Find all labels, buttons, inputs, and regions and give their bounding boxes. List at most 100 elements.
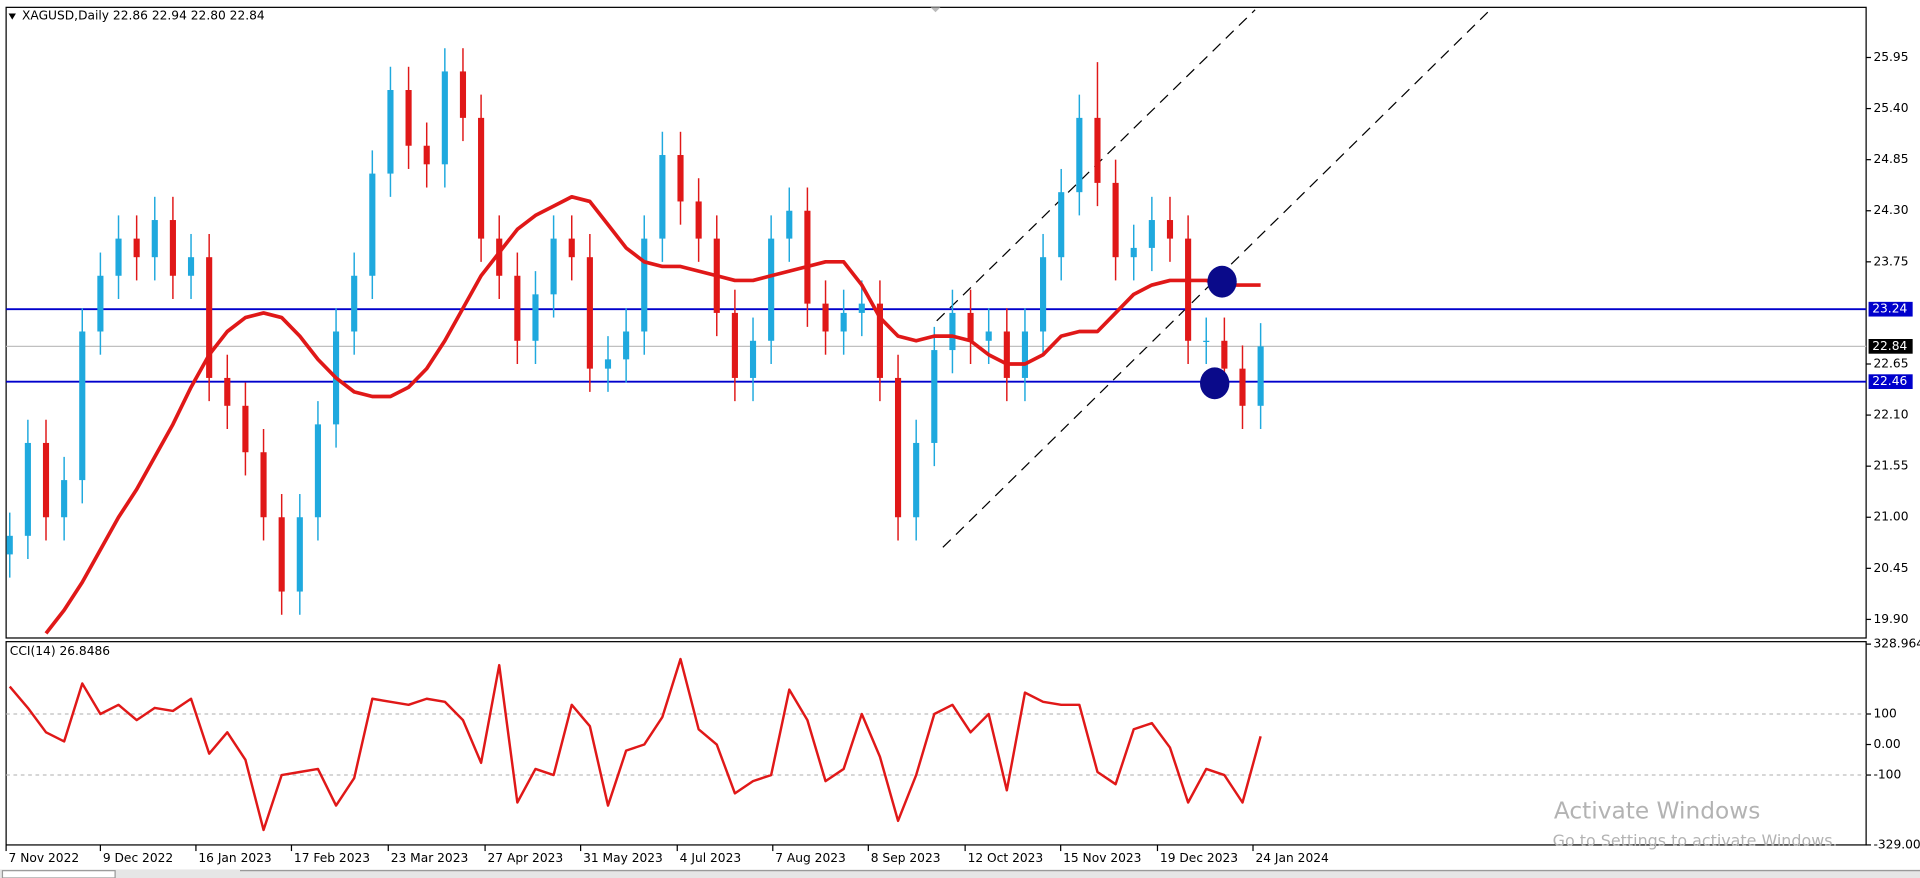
candle-body <box>550 238 557 295</box>
watermark-subtitle: Go to Settings to activate Windows. <box>1553 831 1838 850</box>
candle-body <box>1221 340 1228 369</box>
candle-body <box>296 517 303 592</box>
candle-body <box>496 238 503 276</box>
candle-body <box>24 442 31 536</box>
candle-body <box>1239 368 1246 406</box>
candle-body <box>351 275 358 332</box>
x-tick-label: 12 Oct 2023 <box>968 851 1044 865</box>
candle-body <box>79 331 86 481</box>
candle-body <box>278 517 285 592</box>
candle-body <box>441 71 448 165</box>
candle-body <box>97 275 104 332</box>
candle-body <box>1203 340 1210 343</box>
candle-body <box>786 210 793 239</box>
candle-body <box>967 312 974 341</box>
x-tick-label: 17 Feb 2023 <box>294 851 370 865</box>
candle-body <box>913 442 920 518</box>
x-tick-label: 31 May 2023 <box>583 851 663 865</box>
candle-body <box>260 452 267 518</box>
horizontal-line-label: 22.46 <box>1872 374 1907 388</box>
candle-body <box>532 294 539 341</box>
x-tick-label: 7 Aug 2023 <box>775 851 846 865</box>
y-tick-label: -329.00 <box>1873 837 1920 851</box>
candle-body <box>840 312 847 332</box>
candle-body <box>6 535 13 555</box>
candle-body <box>169 220 176 276</box>
price-title: XAGUSD,Daily 22.86 22.94 22.80 22.84 <box>22 8 265 22</box>
tab-bar <box>0 869 1920 878</box>
candle-body <box>478 117 485 239</box>
x-tick-label: 24 Jan 2024 <box>1255 851 1329 865</box>
y-tick-label: 19.90 <box>1873 612 1908 626</box>
candle-body <box>623 331 630 360</box>
candle-body <box>822 303 829 332</box>
candle-body <box>1040 257 1047 332</box>
x-tick-label: 7 Nov 2022 <box>9 851 80 865</box>
y-tick-label: 23.75 <box>1873 254 1908 268</box>
marker-circle <box>1207 265 1237 298</box>
candle-body <box>876 303 883 378</box>
candle-body <box>151 220 158 258</box>
candle-body <box>187 257 195 276</box>
candle-body <box>115 238 122 276</box>
shift-marker <box>930 7 941 13</box>
candle-body <box>985 331 992 341</box>
horizontal-line-box <box>1868 301 1913 317</box>
candle-body <box>1094 117 1101 183</box>
candle-body <box>314 424 321 518</box>
tab[interactable] <box>1 870 116 878</box>
candle-body <box>659 155 666 239</box>
candle-body <box>804 210 811 304</box>
candle-body <box>949 312 956 351</box>
candle-body <box>1148 220 1155 248</box>
candle-body <box>1130 247 1137 258</box>
candle-body <box>641 238 648 332</box>
candle-body <box>604 359 612 369</box>
y-tick-label: 22.10 <box>1873 408 1908 422</box>
candle-body <box>133 238 140 258</box>
candle-body <box>1185 238 1192 341</box>
x-tick-label: 4 Jul 2023 <box>680 851 741 865</box>
menu-arrow[interactable] <box>8 13 16 20</box>
candle-body <box>731 312 738 378</box>
candle-body <box>931 350 938 443</box>
y-tick-label: 25.40 <box>1873 101 1908 115</box>
y-tick-label: 0.00 <box>1873 737 1900 751</box>
y-tick-label: 21.00 <box>1873 510 1908 524</box>
marker-circle <box>1200 367 1230 400</box>
candle-body <box>1257 346 1264 406</box>
candle-body <box>387 90 394 174</box>
x-tick-label: 23 Mar 2023 <box>391 851 469 865</box>
candle-body <box>858 303 865 313</box>
y-tick-label: 22.65 <box>1873 356 1908 370</box>
x-tick-label: 16 Jan 2023 <box>198 851 271 865</box>
x-tick-label: 27 Apr 2023 <box>488 851 564 865</box>
y-tick-label: 21.55 <box>1873 459 1908 473</box>
last-price-label: 22.84 <box>1872 339 1907 353</box>
watermark-title: Activate Windows <box>1554 797 1760 824</box>
candle-body <box>405 90 412 146</box>
y-tick-label: 24.30 <box>1873 203 1908 217</box>
candle-body <box>1076 117 1083 193</box>
cci-panel <box>5 641 1867 846</box>
horizontal-line-box <box>1868 374 1913 389</box>
candle-body <box>459 71 467 118</box>
candle-body <box>1166 220 1174 239</box>
candle-body <box>242 405 249 453</box>
horizontal-line-label: 23.24 <box>1872 302 1907 316</box>
y-tick-label: 100 <box>1873 706 1896 720</box>
cci-line <box>8 657 1262 832</box>
candle-body <box>42 442 50 518</box>
plot: 19.90 20.45 21.00 21.55 22.10 22.65 23.75 24.30… <box>5 48 1920 865</box>
candle-body <box>61 480 68 518</box>
candle-body <box>369 173 376 276</box>
y-tick-label: 328.964 <box>1873 637 1920 651</box>
candle-body <box>677 155 684 202</box>
x-tick-label: 19 Dec 2023 <box>1160 851 1238 865</box>
last-price-box <box>1868 339 1913 354</box>
candle-body <box>695 201 702 239</box>
